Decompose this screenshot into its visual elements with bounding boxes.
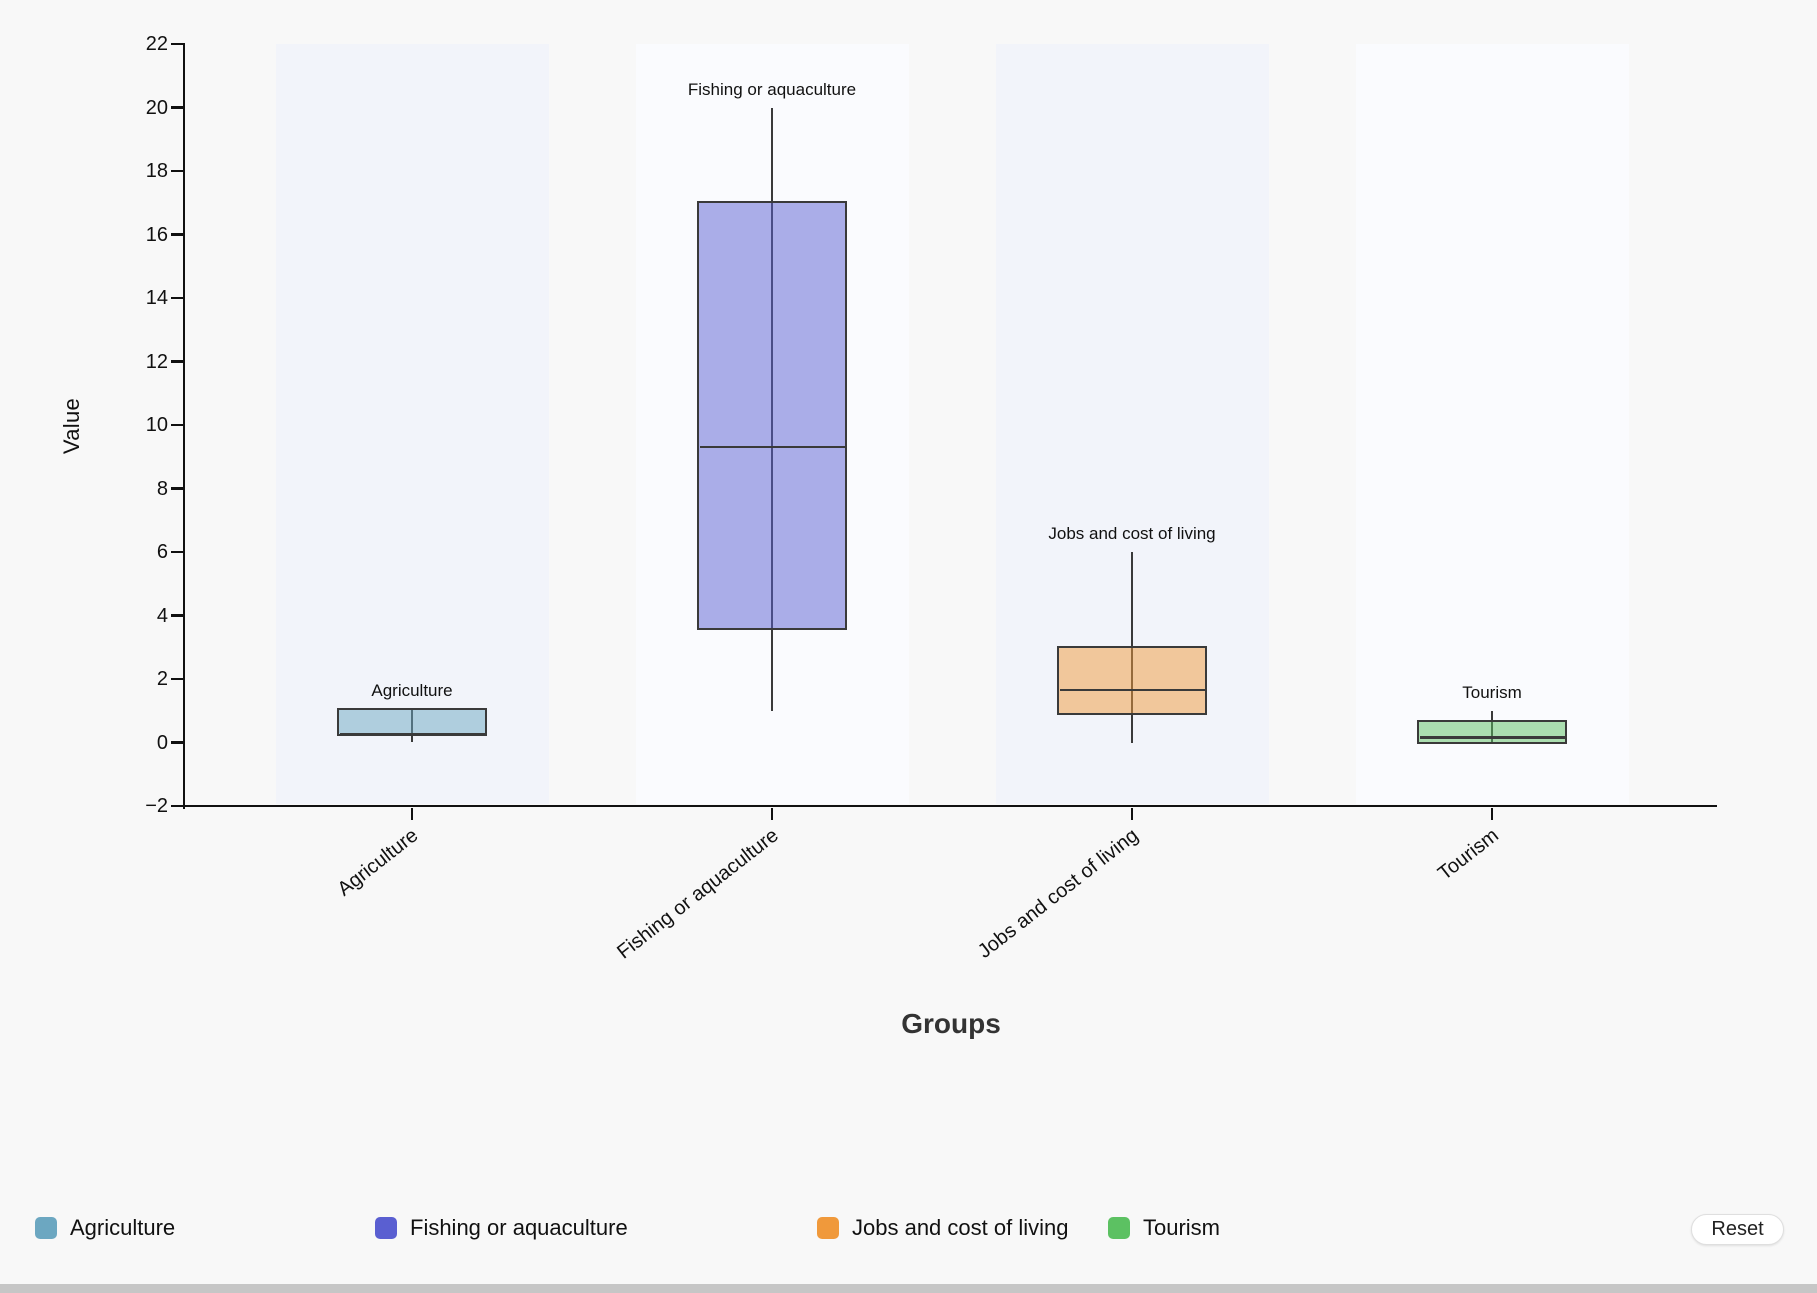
y-tick-mark [171,550,185,554]
y-tick-mark [171,233,185,236]
legend-item-jobs-and-cost-of-living[interactable]: Jobs and cost of living [817,1214,1068,1242]
y-tick-mark [171,487,185,490]
x-tick-label-agriculture: Agriculture [333,824,423,901]
box-agriculture[interactable] [337,707,487,737]
median-fishing-or-aquaculture [699,445,845,449]
y-tick-label: −2 [145,795,168,817]
legend-item-fishing-or-aquaculture[interactable]: Fishing or aquaculture [375,1214,628,1242]
y-axis-title: Value [59,397,84,455]
y-tick-mark [171,42,185,46]
y-tick-mark [171,741,185,744]
x-axis-title: Groups [901,1008,1001,1039]
window-bottom-edge [0,1284,1817,1293]
y-tick-label: 6 [156,541,168,563]
y-axis-line [182,44,185,809]
reset-button[interactable]: Reset [1691,1214,1784,1245]
x-tick-label-jobs-and-cost-of-living: Jobs and cost of living [974,824,1143,963]
y-tick-label: 18 [145,160,168,182]
y-tick-label: 0 [156,731,168,754]
box-jobs-and-cost-of-living[interactable] [1057,645,1207,716]
y-tick-label: 20 [145,96,168,119]
y-tick-label: 4 [156,604,168,627]
y-tick-mark [171,804,185,808]
y-tick-mark [171,169,185,173]
y-tick-mark [171,360,185,363]
y-tick-label: 16 [145,223,168,246]
legend-item-agriculture[interactable]: Agriculture [35,1214,175,1242]
y-tick-label: 2 [156,668,168,690]
box-label-tourism: Tourism [1462,682,1522,702]
box-label-agriculture: Agriculture [371,681,453,701]
y-tick-label: 14 [145,287,168,309]
y-tick-label: 12 [145,350,168,373]
legend-item-tourism[interactable]: Tourism [1108,1214,1220,1242]
category-band-agriculture [275,44,549,804]
box-label-jobs-and-cost-of-living: Jobs and cost of living [1048,524,1216,543]
legend: Agriculture Fishing or aquaculture Jobs an… [0,1214,1817,1248]
y-tick-mark [171,677,185,681]
y-tick-mark [171,296,185,300]
legend-label: Fishing or aquaculture [410,1215,628,1240]
y-tick-label: 8 [156,477,168,500]
legend-label: Jobs and cost of living [852,1215,1069,1240]
box-tourism[interactable] [1417,720,1567,744]
legend-swatch-icon [817,1217,839,1239]
legend-swatch-icon [35,1217,57,1239]
x-tick-mark [1490,807,1494,820]
x-tick-label-fishing-or-aquaculture: Fishing or aquaculture [613,824,783,964]
x-tick-mark [770,807,774,820]
x-tick-label-tourism: Tourism [1434,824,1503,885]
y-tick-mark [171,614,185,617]
x-tick-mark [1130,807,1134,820]
y-tick-label: 22 [145,33,168,55]
median-jobs-and-cost-of-living [1059,688,1205,692]
legend-label: Agriculture [70,1215,176,1240]
box-fishing-or-aquaculture[interactable] [697,201,847,630]
legend-label: Tourism [1143,1215,1221,1240]
y-tick-mark [171,106,185,109]
y-tick-label: 10 [145,414,168,436]
x-axis-line [182,804,1717,808]
category-band-tourism [1355,44,1629,804]
y-tick-mark [171,423,185,427]
median-tourism [1419,736,1565,739]
legend-swatch-icon [375,1217,397,1239]
box-label-fishing-or-aquaculture: Fishing or aquaculture [687,79,857,99]
median-agriculture [339,733,485,736]
legend-swatch-icon [1108,1217,1130,1239]
x-tick-mark [410,807,414,820]
